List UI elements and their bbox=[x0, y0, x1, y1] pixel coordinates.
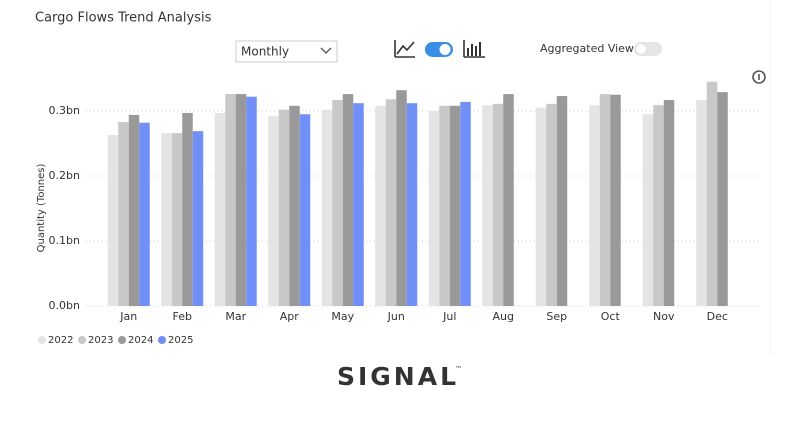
x-tick-label: Jun bbox=[387, 310, 405, 323]
bar bbox=[342, 94, 354, 306]
view-toggle[interactable] bbox=[425, 42, 453, 57]
x-tick-label: Aug bbox=[493, 310, 514, 323]
bar bbox=[546, 103, 557, 306]
bar bbox=[278, 109, 290, 306]
x-tick-label: Jul bbox=[442, 310, 456, 323]
x-tick-label: Sep bbox=[546, 310, 567, 323]
y-tick-label: 0.0bn bbox=[49, 299, 80, 312]
bar bbox=[353, 103, 364, 306]
x-tick-label: Oct bbox=[601, 310, 621, 323]
x-tick-label: Jan bbox=[119, 310, 137, 323]
x-tick-label: Nov bbox=[653, 310, 675, 323]
bar bbox=[503, 94, 514, 306]
bar bbox=[268, 116, 279, 306]
legend-label: 2022 bbox=[48, 335, 73, 346]
bar bbox=[556, 96, 568, 306]
period-dropdown[interactable]: Monthly bbox=[235, 40, 338, 63]
aggregated-toggle[interactable] bbox=[634, 42, 662, 56]
logo: SIGNAL ™ bbox=[337, 362, 462, 391]
bar bbox=[492, 103, 504, 306]
bar bbox=[653, 105, 664, 307]
bar bbox=[460, 101, 471, 307]
info-icon[interactable] bbox=[752, 70, 766, 84]
logo-text: SIGNAL bbox=[337, 362, 459, 391]
bar bbox=[696, 99, 707, 306]
bar bbox=[214, 112, 226, 306]
bar bbox=[535, 107, 547, 306]
bar bbox=[161, 133, 172, 306]
bar bbox=[610, 94, 621, 306]
y-tick-label: 0.2bn bbox=[49, 169, 80, 182]
legend-label: 2025 bbox=[168, 335, 193, 346]
bar bbox=[321, 109, 333, 306]
toggle-knob[interactable] bbox=[439, 44, 451, 55]
toggle-knob[interactable] bbox=[635, 43, 647, 55]
legend-marker bbox=[158, 336, 166, 344]
y-tick-label: 0.1bn bbox=[49, 234, 80, 247]
bar bbox=[599, 94, 611, 306]
line-icon[interactable] bbox=[394, 40, 415, 58]
bar bbox=[642, 114, 654, 306]
bar bbox=[589, 105, 600, 307]
bar bbox=[225, 94, 236, 306]
bar bbox=[706, 81, 718, 306]
y-tick-label: 0.3bn bbox=[49, 104, 80, 117]
legend-label: 2024 bbox=[128, 335, 153, 346]
bar bbox=[289, 105, 300, 306]
x-tick-label: Feb bbox=[173, 310, 192, 323]
bar bbox=[107, 135, 119, 306]
x-tick-label: Dec bbox=[707, 310, 728, 323]
bar bbox=[192, 131, 204, 306]
legend-marker bbox=[118, 336, 126, 344]
bar bbox=[439, 105, 450, 306]
bar-icon-bars[interactable] bbox=[467, 42, 481, 56]
bar bbox=[375, 105, 386, 306]
y-axis-title: Quantity (Tonnes) bbox=[36, 164, 47, 253]
bar bbox=[299, 114, 311, 306]
bar bbox=[482, 105, 493, 307]
bar bbox=[717, 92, 728, 307]
bar-icon-axes[interactable] bbox=[463, 40, 485, 58]
bar bbox=[396, 90, 407, 306]
bar bbox=[171, 133, 183, 306]
legend-marker bbox=[78, 336, 86, 344]
bar bbox=[449, 105, 461, 306]
bar bbox=[128, 114, 140, 307]
x-tick-label: Mar bbox=[225, 310, 246, 323]
bar bbox=[428, 111, 440, 306]
info-circle[interactable] bbox=[752, 70, 766, 84]
chart-title: Cargo Flows Trend Analysis bbox=[35, 11, 212, 26]
bar-icon[interactable] bbox=[463, 40, 485, 58]
bar bbox=[406, 103, 418, 306]
bar bbox=[332, 99, 343, 306]
bar bbox=[235, 94, 247, 306]
dropdown-chevron[interactable] bbox=[320, 47, 332, 54]
bar bbox=[663, 99, 675, 306]
dropdown-box[interactable] bbox=[235, 40, 338, 63]
bar bbox=[385, 99, 397, 306]
line-icon-path[interactable] bbox=[394, 40, 415, 58]
bar bbox=[246, 96, 257, 306]
bar bbox=[118, 122, 129, 306]
aggregated-label: Aggregated View bbox=[540, 42, 634, 55]
x-tick-label: May bbox=[331, 310, 354, 323]
bar bbox=[182, 112, 193, 306]
x-tick-label: Apr bbox=[280, 310, 300, 323]
bar bbox=[139, 122, 150, 306]
legend-marker bbox=[38, 336, 46, 344]
dropdown-label[interactable]: Monthly bbox=[241, 45, 289, 59]
legend-label: 2023 bbox=[88, 335, 113, 346]
logo-mark: ™ bbox=[455, 365, 462, 373]
